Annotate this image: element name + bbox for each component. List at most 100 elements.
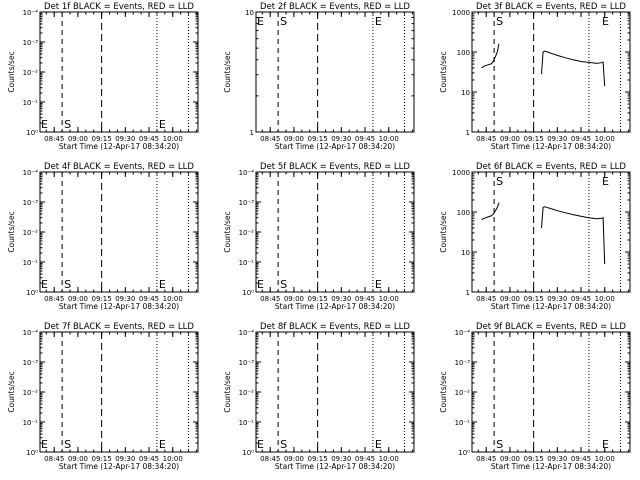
panel-title: Det 3f BLACK = Events, RED = LLD bbox=[476, 2, 626, 12]
x-tick-label: 09:45 bbox=[139, 135, 159, 143]
x-axis-label: Start Time (12-Apr-17 08:34:20) bbox=[275, 302, 395, 311]
event-marker-E: E bbox=[375, 278, 382, 291]
panel-det-7: Det 7f BLACK = Events, RED = LLD 10⁰ 10⁻¹ 1… bbox=[7, 322, 199, 471]
x-tick-label: 09:00 bbox=[284, 455, 304, 463]
x-tick-label: 09:00 bbox=[500, 295, 520, 303]
panel-det-8: Det 8f BLACK = Events, RED = LLD 10⁰ 10⁻¹ 1… bbox=[223, 322, 415, 471]
x-tick-label: 09:00 bbox=[500, 455, 520, 463]
y-tick-label: 10⁻¹ bbox=[239, 259, 255, 267]
plot-frame bbox=[255, 331, 415, 453]
panel-title: Det 7f BLACK = Events, RED = LLD bbox=[44, 322, 194, 332]
event-marker-E: E bbox=[257, 438, 264, 451]
x-tick-label: 10:00 bbox=[163, 135, 183, 143]
event-marker-E: E bbox=[41, 278, 48, 291]
y-tick-label: 10 bbox=[461, 249, 470, 257]
y-tick-label: 10⁰ bbox=[26, 129, 38, 137]
x-tick-label: 09:45 bbox=[139, 455, 159, 463]
panel-det-3: Det 3f BLACK = Events, RED = LLD 1 10 100 10… bbox=[439, 2, 631, 151]
y-tick-label: 10 bbox=[245, 9, 254, 17]
event-marker-S: S bbox=[496, 15, 503, 28]
y-tick-label: 1 bbox=[250, 129, 254, 137]
panel-title: Det 9f BLACK = Events, RED = LLD bbox=[476, 322, 626, 332]
x-tick-label: 08:45 bbox=[476, 455, 496, 463]
x-axis-label: Start Time (12-Apr-17 08:34:20) bbox=[59, 462, 179, 471]
x-tick-label: 09:45 bbox=[355, 135, 375, 143]
event-marker-S: S bbox=[280, 15, 287, 28]
x-tick-label: 09:30 bbox=[115, 455, 135, 463]
x-axis-label: Start Time (12-Apr-17 08:34:20) bbox=[491, 462, 611, 471]
x-tick-label: 09:45 bbox=[571, 455, 591, 463]
x-tick-label: 10:00 bbox=[163, 455, 183, 463]
event-marker-S: S bbox=[64, 278, 71, 291]
y-axis-label: Counts/sec bbox=[439, 211, 448, 252]
x-tick-label: 09:30 bbox=[547, 135, 567, 143]
x-tick-label: 09:15 bbox=[524, 295, 544, 303]
x-tick-label: 09:15 bbox=[92, 455, 112, 463]
event-marker-E: E bbox=[375, 15, 382, 28]
event-marker-E: E bbox=[257, 15, 264, 28]
x-tick-label: 08:45 bbox=[44, 295, 64, 303]
x-tick-label: 09:15 bbox=[92, 135, 112, 143]
y-tick-label: 10⁻³ bbox=[23, 199, 39, 207]
event-marker-S: S bbox=[280, 278, 287, 291]
x-tick-label: 09:15 bbox=[524, 135, 544, 143]
x-tick-label: 09:45 bbox=[355, 295, 375, 303]
panel-det-2: Det 2f BLACK = Events, RED = LLD 1 10 08:45… bbox=[223, 2, 415, 151]
y-tick-label: 10⁻² bbox=[23, 229, 39, 237]
y-tick-label: 10⁰ bbox=[26, 289, 38, 297]
event-marker-E: E bbox=[602, 438, 609, 451]
x-tick-label: 09:30 bbox=[331, 295, 351, 303]
y-tick-label: 10⁰ bbox=[26, 449, 38, 457]
panel-title: Det 4f BLACK = Events, RED = LLD bbox=[44, 162, 194, 172]
x-tick-label: 08:45 bbox=[260, 295, 280, 303]
plot-frame bbox=[39, 331, 199, 453]
y-tick-label: 10⁻² bbox=[239, 229, 255, 237]
plot-frame bbox=[471, 331, 631, 453]
x-tick-label: 08:45 bbox=[476, 135, 496, 143]
y-tick-label: 10⁻¹ bbox=[239, 419, 255, 427]
x-tick-label: 09:30 bbox=[331, 455, 351, 463]
y-tick-label: 1 bbox=[466, 289, 470, 297]
y-axis-label: Counts/sec bbox=[439, 51, 448, 92]
y-axis-label: Counts/sec bbox=[223, 371, 232, 412]
panel-title: Det 1f BLACK = Events, RED = LLD bbox=[44, 2, 194, 12]
y-axis-label: Counts/sec bbox=[439, 371, 448, 412]
x-tick-label: 09:30 bbox=[547, 455, 567, 463]
x-tick-label: 08:45 bbox=[260, 455, 280, 463]
y-axis-label: Counts/sec bbox=[7, 211, 16, 252]
x-tick-label: 09:15 bbox=[308, 455, 328, 463]
x-tick-label: 09:30 bbox=[115, 135, 135, 143]
y-tick-label: 10⁻¹ bbox=[23, 259, 39, 267]
event-marker-S: S bbox=[280, 438, 287, 451]
x-axis-label: Start Time (12-Apr-17 08:34:20) bbox=[491, 142, 611, 151]
x-tick-label: 10:00 bbox=[595, 455, 615, 463]
plot-frame bbox=[39, 171, 199, 293]
y-tick-label: 10⁻² bbox=[23, 389, 39, 397]
y-axis-label: Counts/sec bbox=[7, 51, 16, 92]
panel-title: Det 8f BLACK = Events, RED = LLD bbox=[260, 322, 410, 332]
event-marker-E: E bbox=[41, 438, 48, 451]
x-axis-label: Start Time (12-Apr-17 08:34:20) bbox=[275, 142, 395, 151]
x-tick-label: 10:00 bbox=[595, 295, 615, 303]
y-tick-label: 1000 bbox=[452, 9, 470, 17]
y-tick-label: 10⁻³ bbox=[239, 199, 255, 207]
event-marker-E: E bbox=[159, 118, 166, 131]
y-tick-label: 10⁻⁴ bbox=[23, 169, 39, 177]
y-tick-label: 10⁻³ bbox=[239, 359, 255, 367]
plot-frame bbox=[471, 11, 631, 133]
x-tick-label: 09:30 bbox=[115, 295, 135, 303]
event-marker-E: E bbox=[41, 118, 48, 131]
y-tick-label: 10⁻⁴ bbox=[23, 9, 39, 17]
y-axis-label: Counts/sec bbox=[7, 371, 16, 412]
event-marker-S: S bbox=[496, 175, 503, 188]
panel-det-6: Det 6f BLACK = Events, RED = LLD 1 10 100 10… bbox=[439, 162, 631, 311]
x-tick-label: 09:00 bbox=[68, 455, 88, 463]
x-tick-label: 09:15 bbox=[524, 455, 544, 463]
x-tick-label: 08:45 bbox=[44, 135, 64, 143]
events-series-line bbox=[541, 206, 606, 265]
panel-det-9: Det 9f BLACK = Events, RED = LLD 10⁰ 10⁻¹ 1… bbox=[439, 322, 631, 471]
y-tick-label: 100 bbox=[457, 49, 470, 57]
y-tick-label: 10⁻² bbox=[23, 69, 39, 77]
y-tick-label: 1 bbox=[466, 129, 470, 137]
